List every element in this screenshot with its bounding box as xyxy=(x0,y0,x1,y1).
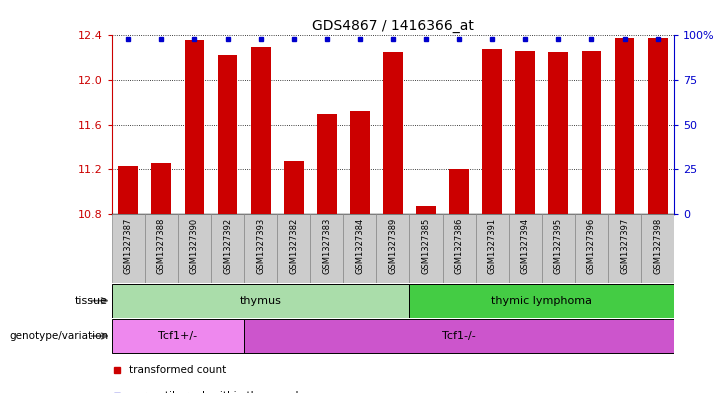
Bar xyxy=(541,214,575,283)
Bar xyxy=(641,214,674,283)
Text: GSM1327387: GSM1327387 xyxy=(124,218,133,274)
Bar xyxy=(244,319,674,353)
Bar xyxy=(178,214,211,283)
Text: Tcf1-/-: Tcf1-/- xyxy=(442,331,476,341)
Bar xyxy=(185,40,204,214)
Bar xyxy=(482,49,502,214)
Text: GSM1327392: GSM1327392 xyxy=(223,218,232,274)
Text: thymic lymphoma: thymic lymphoma xyxy=(491,296,593,306)
Bar xyxy=(218,55,237,214)
Bar xyxy=(350,111,370,214)
Text: GSM1327384: GSM1327384 xyxy=(355,218,364,274)
Text: transformed count: transformed count xyxy=(128,365,226,375)
Bar xyxy=(112,214,145,283)
Bar xyxy=(410,214,443,283)
Bar xyxy=(575,214,608,283)
Text: GSM1327398: GSM1327398 xyxy=(653,218,662,274)
Text: GSM1327394: GSM1327394 xyxy=(521,218,530,274)
Bar xyxy=(476,214,509,283)
Bar xyxy=(647,38,668,214)
Bar xyxy=(211,214,244,283)
Bar xyxy=(614,38,634,214)
Bar xyxy=(516,51,535,214)
Bar xyxy=(383,52,403,214)
Bar xyxy=(549,52,568,214)
Text: GSM1327391: GSM1327391 xyxy=(487,218,497,274)
Text: percentile rank within the sample: percentile rank within the sample xyxy=(128,391,304,393)
Text: GSM1327397: GSM1327397 xyxy=(620,218,629,274)
Text: Tcf1+/-: Tcf1+/- xyxy=(159,331,198,341)
Text: GSM1327382: GSM1327382 xyxy=(289,218,298,274)
Text: genotype/variation: genotype/variation xyxy=(9,331,108,341)
Text: GSM1327385: GSM1327385 xyxy=(422,218,430,274)
Bar xyxy=(376,214,410,283)
Bar xyxy=(251,46,270,214)
Bar xyxy=(582,51,601,214)
Bar xyxy=(449,169,469,214)
Bar xyxy=(145,214,178,283)
Bar xyxy=(112,284,410,318)
Text: tissue: tissue xyxy=(75,296,108,306)
Bar xyxy=(608,214,641,283)
Text: GSM1327388: GSM1327388 xyxy=(157,218,166,274)
Text: GSM1327396: GSM1327396 xyxy=(587,218,596,274)
Bar xyxy=(443,214,476,283)
Text: GSM1327390: GSM1327390 xyxy=(190,218,199,274)
Text: GSM1327386: GSM1327386 xyxy=(455,218,464,274)
Title: GDS4867 / 1416366_at: GDS4867 / 1416366_at xyxy=(312,19,474,33)
Bar xyxy=(244,214,277,283)
Text: thymus: thymus xyxy=(239,296,282,306)
Bar xyxy=(509,214,541,283)
Bar xyxy=(112,319,244,353)
Bar xyxy=(317,114,337,214)
Text: GSM1327393: GSM1327393 xyxy=(256,218,265,274)
Bar xyxy=(416,206,436,214)
Text: GSM1327383: GSM1327383 xyxy=(322,218,331,274)
Text: GSM1327389: GSM1327389 xyxy=(389,218,397,274)
Bar xyxy=(151,163,172,214)
Bar xyxy=(343,214,376,283)
Bar xyxy=(284,161,304,214)
Bar xyxy=(277,214,310,283)
Text: GSM1327395: GSM1327395 xyxy=(554,218,563,274)
Bar xyxy=(118,166,138,214)
Bar xyxy=(410,284,674,318)
Bar xyxy=(310,214,343,283)
